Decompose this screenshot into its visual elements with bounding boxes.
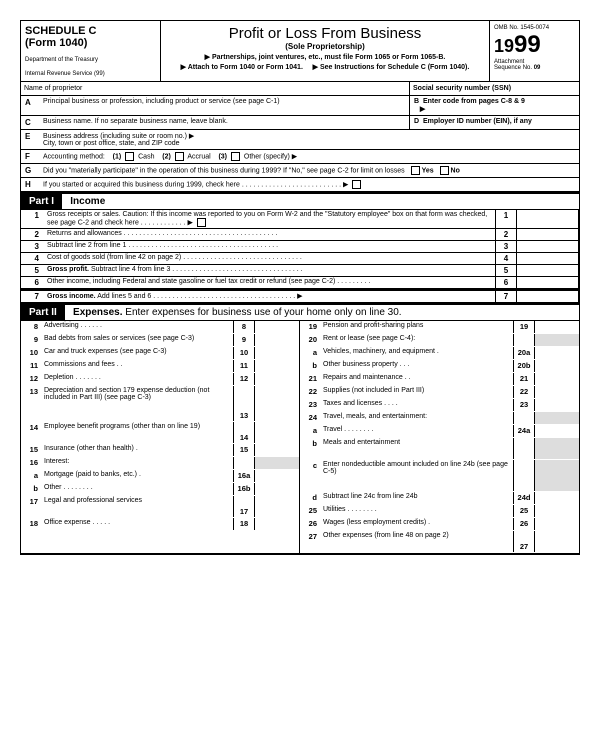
line-E: E Business address (including suite or r… [21,130,579,150]
tax-year: 1999 [494,31,575,59]
line-G: G Did you "materially participate" in th… [21,164,579,178]
line-B: B Enter code from pages C-8 & 9 ▶ [409,96,579,115]
income-line-4: 4 Cost of goods sold (from line 42 on pa… [21,253,579,265]
line-4-value[interactable] [517,253,579,264]
name-ssn-row: Name of proprietor Social security numbe… [21,82,579,96]
other-checkbox[interactable] [231,152,240,161]
form-subtitle: (Sole Proprietorship) [165,42,485,51]
form-header: SCHEDULE C (Form 1040) Department of the… [21,21,579,82]
line-D: D Employer ID number (EIN), if any [409,116,579,129]
cash-checkbox[interactable] [125,152,134,161]
line-2-value[interactable] [517,229,579,240]
ssn-label: Social security number (SSN) [409,82,579,95]
income-line-3: 3 Subtract line 2 from line 1 . . . . . … [21,241,579,253]
income-line-5: 5 Gross profit. Gross profit. Subtract l… [21,265,579,277]
income-line-2: 2 Returns and allowances . . . . . . . .… [21,229,579,241]
line-G-desc: Did you "materially participate" in the … [39,164,579,177]
no-checkbox[interactable] [440,166,449,175]
line-H: H If you started or acquired this busine… [21,178,579,192]
income-line-1: 1 Gross receipts or sales. Caution: If t… [21,210,579,229]
line-3-value[interactable] [517,241,579,252]
expenses-grid: 8Advertising . . . . . .8 9Bad debts fro… [21,321,579,554]
line-C-desc: Business name. If no separate business n… [39,116,409,129]
schedule-label: SCHEDULE C [25,25,156,37]
line-H-desc: If you started or acquired this business… [39,178,579,191]
income-line-7: 7 Gross income. Add lines 5 and 6 . . . … [21,289,579,303]
expenses-left: 8Advertising . . . . . .8 9Bad debts fro… [21,321,300,553]
part-I-title: Income [64,194,111,209]
part-I-header: Part I Income [21,192,579,210]
irs-label: Internal Revenue Service (99) [25,71,156,77]
header-center: Profit or Loss From Business (Sole Propr… [161,21,489,81]
started-checkbox[interactable] [352,180,361,189]
schedule-c-form: SCHEDULE C (Form 1040) Department of the… [20,20,580,555]
expenses-right: 19Pension and profit-sharing plans19 20R… [300,321,579,553]
part-II-title: Expenses. Enter expenses for business us… [67,305,408,320]
line-F: F Accounting method: (1) Cash (2) Accrua… [21,150,579,164]
line-5-value[interactable] [517,265,579,276]
attach-note: ▶ Attach to Form 1040 or Form 1041. ▶ Se… [165,63,485,71]
part-II-badge: Part II [21,305,65,320]
line-1-value[interactable] [517,210,579,228]
line-F-desc: Accounting method: (1) Cash (2) Accrual … [39,150,579,163]
dept-label: Department of the Treasury [25,57,156,63]
header-right: OMB No. 1545-0074 1999 Attachment Sequen… [489,21,579,81]
line-7-value[interactable] [517,291,579,302]
accrual-checkbox[interactable] [175,152,184,161]
seq-row: Sequence No. 09 [494,65,575,71]
form-title: Profit or Loss From Business [165,25,485,42]
income-line-6: 6 Other income, including Federal and st… [21,277,579,289]
line-C: C Business name. If no separate business… [21,116,579,130]
part-I-badge: Part I [21,194,62,209]
line-A: A Principal business or profession, incl… [21,96,579,116]
yes-checkbox[interactable] [411,166,420,175]
part-II-header: Part II Expenses. Enter expenses for bus… [21,303,579,321]
line-E-desc: Business address (including suite or roo… [39,130,579,149]
line-A-desc: Principal business or profession, includ… [39,96,409,115]
proprietor-name-label: Name of proprietor [21,82,409,95]
statutory-checkbox[interactable] [197,218,206,227]
line-6-value[interactable] [517,277,579,288]
partnership-note: ▶ Partnerships, joint ventures, etc., mu… [165,53,485,61]
form-number: (Form 1040) [25,37,156,49]
header-left: SCHEDULE C (Form 1040) Department of the… [21,21,161,81]
